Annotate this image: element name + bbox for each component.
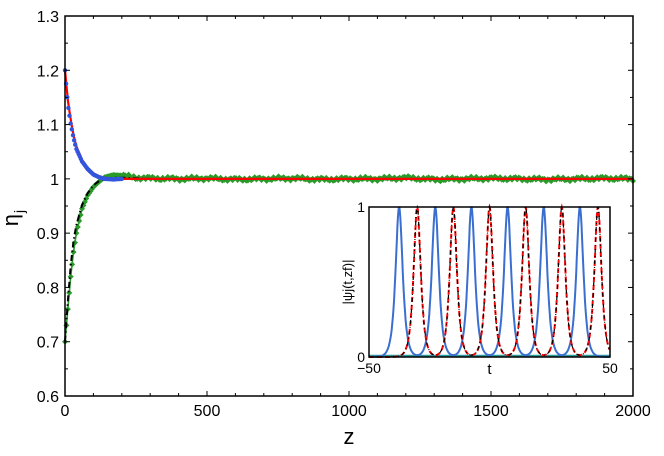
x-tick-label: 1500: [473, 403, 509, 420]
inset-series-blue-line: [369, 206, 610, 358]
y-axis-label-main: η: [0, 214, 23, 226]
inset-background: [369, 207, 610, 357]
series-green-marker: [66, 289, 73, 296]
y-tick-label: 0.9: [37, 226, 59, 243]
series-green-marker: [70, 249, 77, 256]
y-axis-label: ηj: [0, 210, 27, 226]
main-series-layer: [62, 68, 636, 345]
y-tick-label: 0.7: [37, 335, 59, 352]
series-green-marker: [67, 273, 74, 280]
inset-x-tick-label: −50: [357, 360, 381, 376]
y-axis-label-sub: j: [11, 210, 27, 214]
series-blue-marker: [73, 142, 78, 147]
y-tick-label: 1.3: [37, 9, 59, 26]
series-blue-marker: [69, 127, 75, 132]
y-tick-label: 0.8: [37, 280, 59, 297]
x-tick-label: 2000: [615, 403, 651, 420]
inset-series-layer: [369, 203, 611, 358]
inset-plot: −50 50 0 1 t |ψj(t,zf)|: [340, 199, 618, 378]
inset-plot-frame: [368, 206, 611, 358]
x-axis-label: z: [344, 424, 355, 449]
inset-x-tick-label: 50: [602, 360, 618, 376]
series-blue-marker: [71, 138, 77, 143]
inset-series-black-line: [369, 204, 611, 358]
inset-y-tick-label: 1: [357, 199, 365, 215]
series-blue-marker: [70, 133, 76, 138]
y-tick-label: 1.1: [37, 118, 59, 135]
x-tick-label: 0: [61, 403, 70, 420]
series-red-line: [63, 70, 633, 180]
x-tick-label: 1000: [331, 403, 367, 420]
inset-y-axis-label: |ψj(t,zf)|: [340, 260, 355, 305]
series-black-line: [64, 176, 151, 342]
y-tick-label: 0.6: [37, 389, 59, 406]
inset-y-tick-label: 0: [357, 349, 365, 365]
inset-x-axis-label: t: [487, 361, 492, 378]
series-green-marker: [69, 261, 76, 268]
y-tick-label: 1.2: [37, 63, 59, 80]
series-blue-marker: [67, 113, 72, 118]
x-tick-label: 500: [194, 403, 221, 420]
inset-ticks-layer: −50 50 0 1: [357, 199, 618, 376]
series-blue-marker: [119, 176, 125, 182]
series-blue-marker: [66, 105, 71, 111]
y-tick-label: 1: [50, 172, 59, 189]
